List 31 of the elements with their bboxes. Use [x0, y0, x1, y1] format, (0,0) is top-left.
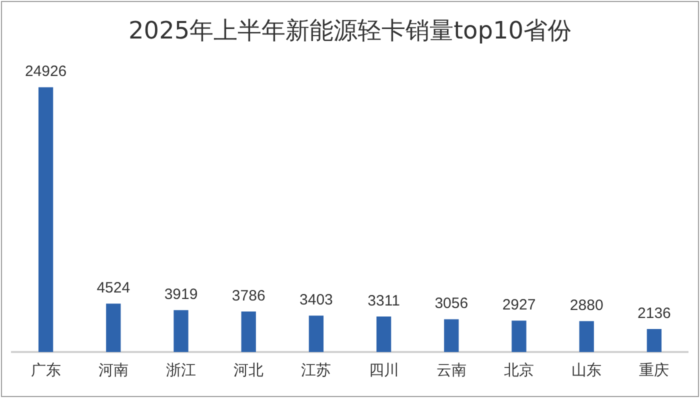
x-tick-label: 浙江	[166, 360, 196, 379]
data-label: 2927	[502, 296, 536, 314]
data-label: 24926	[24, 63, 67, 80]
x-tick-label: 北京	[504, 360, 534, 379]
bar	[38, 87, 54, 352]
x-tick-label: 江苏	[301, 360, 332, 379]
x-tick-label: 河南	[98, 360, 128, 379]
data-label: 3056	[434, 295, 468, 312]
x-tick-label: 四川	[368, 360, 399, 379]
bar	[174, 310, 188, 352]
bar	[376, 316, 392, 352]
bar	[444, 319, 459, 352]
data-label: 2136	[638, 304, 671, 322]
x-tick-label: 山东	[572, 360, 602, 379]
x-tick-label: 重庆	[639, 360, 670, 379]
bar	[646, 329, 662, 352]
chart-title: 2025年上半年新能源轻卡销量top10省份	[128, 16, 572, 45]
x-tick-label: 河北	[234, 360, 264, 379]
data-label: 2880	[570, 297, 604, 314]
bar	[241, 312, 256, 352]
bar	[106, 304, 121, 352]
bar	[579, 321, 594, 352]
x-tick-label: 广东	[30, 360, 61, 379]
data-label: 3919	[164, 286, 198, 304]
data-label: 3786	[232, 287, 266, 304]
data-label: 3403	[300, 292, 333, 309]
bar	[512, 320, 526, 352]
x-tick-label: 云南	[436, 360, 466, 379]
data-label: 3311	[368, 292, 400, 310]
data-label: 4524	[96, 280, 130, 297]
bar	[308, 316, 324, 352]
